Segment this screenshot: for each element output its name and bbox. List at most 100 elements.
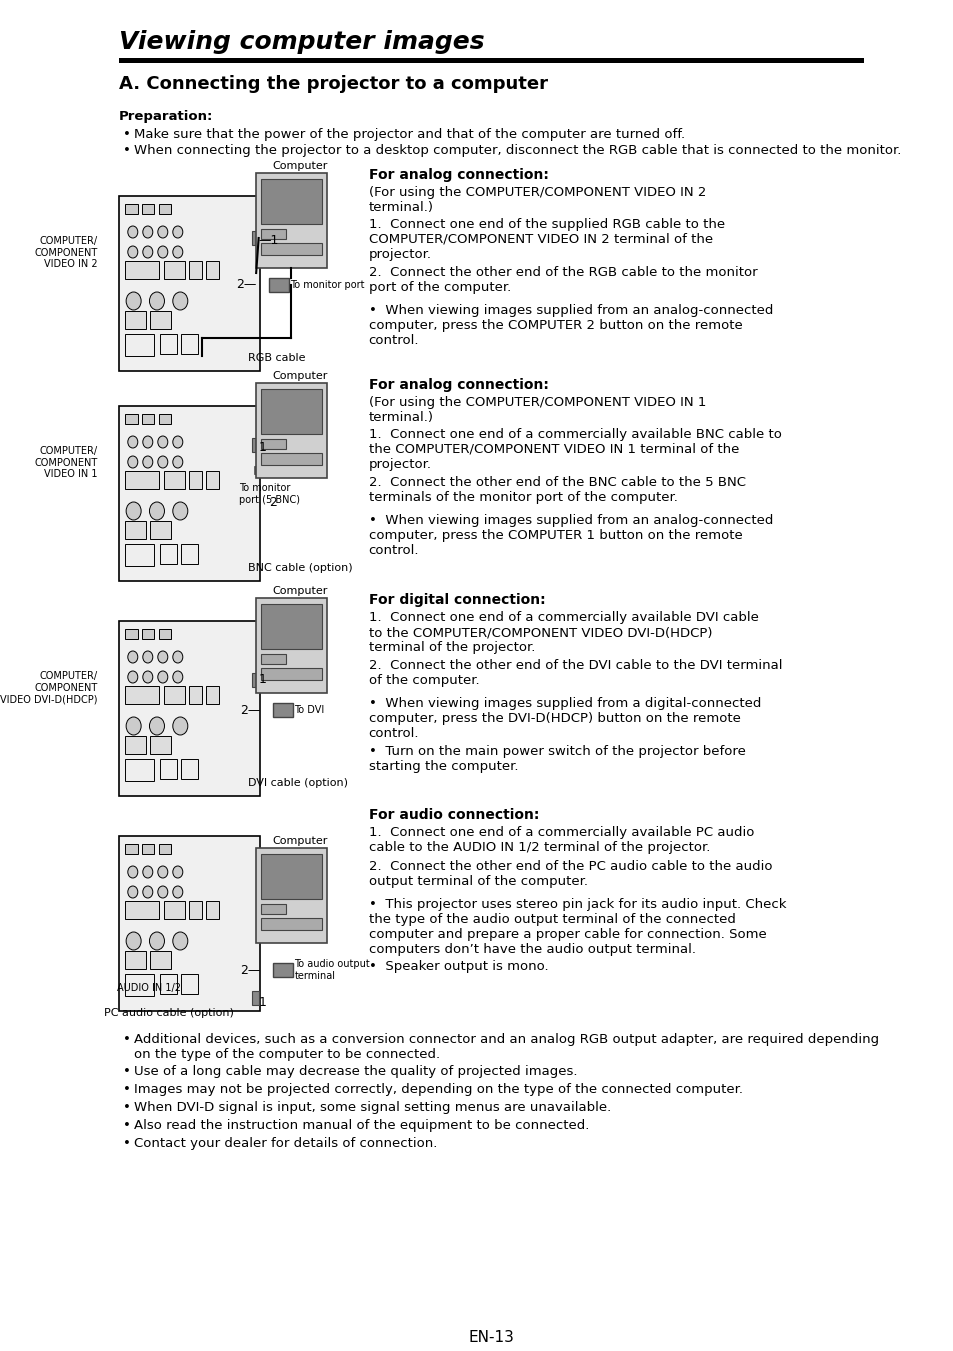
Bar — [125, 334, 154, 357]
Circle shape — [172, 226, 183, 238]
Bar — [142, 844, 154, 854]
Text: 2—: 2— — [240, 704, 260, 716]
Text: •  When viewing images supplied from an analog-connected
computer, press the COM: • When viewing images supplied from an a… — [368, 513, 772, 557]
Bar — [261, 243, 322, 255]
Text: PC audio cable (option): PC audio cable (option) — [104, 1008, 233, 1019]
Bar — [118, 196, 260, 372]
Text: To monitor
port (5 BNC): To monitor port (5 BNC) — [239, 484, 300, 505]
Text: BNC cable (option): BNC cable (option) — [248, 563, 352, 573]
Bar — [273, 703, 293, 717]
Circle shape — [150, 717, 164, 735]
Bar — [125, 544, 154, 566]
Bar — [164, 261, 185, 280]
Text: •: • — [123, 128, 131, 141]
Bar — [158, 413, 171, 424]
Bar — [160, 334, 177, 354]
Bar — [125, 951, 146, 969]
Text: 1: 1 — [258, 440, 266, 454]
Circle shape — [128, 436, 137, 449]
Text: 2.  Connect the other end of the DVI cable to the DVI terminal
of the computer.: 2. Connect the other end of the DVI cabl… — [368, 659, 781, 688]
Circle shape — [143, 436, 152, 449]
Bar — [261, 178, 322, 224]
Text: •: • — [123, 1065, 131, 1078]
Text: Viewing computer images: Viewing computer images — [118, 30, 484, 54]
Circle shape — [172, 866, 183, 878]
Bar — [261, 230, 286, 239]
Text: •: • — [123, 145, 131, 157]
Text: Computer: Computer — [273, 586, 328, 596]
Text: 1: 1 — [258, 996, 266, 1009]
Circle shape — [150, 503, 164, 520]
Circle shape — [126, 717, 141, 735]
Text: •: • — [123, 1119, 131, 1132]
Text: RGB cable: RGB cable — [248, 353, 305, 363]
Bar — [118, 407, 260, 581]
Text: 1: 1 — [258, 673, 266, 686]
Bar — [190, 471, 202, 489]
Bar — [164, 686, 185, 704]
Bar — [118, 58, 862, 63]
Bar — [261, 389, 322, 434]
Bar — [206, 686, 218, 704]
Circle shape — [128, 671, 137, 684]
Text: COMPUTER/
COMPONENT
VIDEO IN 1: COMPUTER/ COMPONENT VIDEO IN 1 — [34, 446, 98, 480]
Bar — [261, 604, 322, 648]
Circle shape — [172, 457, 183, 467]
Text: Preparation:: Preparation: — [118, 109, 213, 123]
Bar — [125, 901, 158, 919]
Circle shape — [128, 866, 137, 878]
Circle shape — [172, 717, 188, 735]
Text: 1.  Connect one end of the supplied RGB cable to the
COMPUTER/COMPONENT VIDEO IN: 1. Connect one end of the supplied RGB c… — [368, 218, 724, 261]
Circle shape — [157, 226, 168, 238]
Text: 1.  Connect one end of a commercially available DVI cable
to the COMPUTER/COMPON: 1. Connect one end of a commercially ava… — [368, 611, 758, 654]
Text: Use of a long cable may decrease the quality of projected images.: Use of a long cable may decrease the qua… — [133, 1065, 577, 1078]
Circle shape — [126, 292, 141, 309]
Bar — [261, 439, 286, 449]
Text: 2—: 2— — [240, 963, 260, 977]
Bar — [258, 466, 261, 474]
Text: •: • — [123, 1084, 131, 1096]
Bar — [256, 382, 327, 478]
Bar — [190, 901, 202, 919]
Circle shape — [150, 292, 164, 309]
Bar — [142, 204, 154, 213]
Bar — [125, 471, 158, 489]
Bar — [151, 521, 171, 539]
Bar — [160, 759, 177, 780]
Text: •: • — [123, 1138, 131, 1150]
Text: 1.  Connect one end of a commercially available PC audio
cable to the AUDIO IN 1: 1. Connect one end of a commercially ava… — [368, 825, 753, 854]
Bar — [151, 736, 171, 754]
Text: •: • — [123, 1034, 131, 1046]
Text: •  Speaker output is mono.: • Speaker output is mono. — [368, 961, 548, 973]
Bar — [256, 598, 327, 693]
Bar — [125, 686, 158, 704]
Text: For analog connection:: For analog connection: — [368, 378, 548, 392]
Text: EN-13: EN-13 — [468, 1329, 514, 1346]
Bar — [206, 901, 218, 919]
Bar — [158, 204, 171, 213]
Bar — [160, 544, 177, 563]
Bar — [255, 466, 257, 474]
Text: •  When viewing images supplied from a digital-connected
computer, press the DVI: • When viewing images supplied from a di… — [368, 697, 760, 740]
Circle shape — [172, 436, 183, 449]
Circle shape — [172, 246, 183, 258]
Text: (For using the COMPUTER/COMPONENT VIDEO IN 1
terminal.): (For using the COMPUTER/COMPONENT VIDEO … — [368, 396, 705, 424]
Bar — [118, 621, 260, 796]
Bar — [125, 736, 146, 754]
Bar — [252, 673, 258, 688]
Bar — [206, 261, 218, 280]
Bar — [125, 974, 154, 996]
Text: (For using the COMPUTER/COMPONENT VIDEO IN 2
terminal.): (For using the COMPUTER/COMPONENT VIDEO … — [368, 186, 705, 213]
Circle shape — [128, 886, 137, 898]
Circle shape — [157, 651, 168, 663]
Text: 2.  Connect the other end of the PC audio cable to the audio
output terminal of : 2. Connect the other end of the PC audio… — [368, 861, 771, 888]
Text: Computer: Computer — [273, 372, 328, 381]
Bar — [256, 173, 327, 267]
Bar — [125, 261, 158, 280]
Text: Also read the instruction manual of the equipment to be connected.: Also read the instruction manual of the … — [133, 1119, 588, 1132]
Text: Images may not be projected correctly, depending on the type of the connected co: Images may not be projected correctly, d… — [133, 1084, 741, 1096]
Text: 2.  Connect the other end of the RGB cable to the monitor
port of the computer.: 2. Connect the other end of the RGB cabl… — [368, 266, 757, 295]
Circle shape — [172, 292, 188, 309]
Bar — [142, 630, 154, 639]
Text: COMPUTER/
COMPONENT
VIDEO IN 2: COMPUTER/ COMPONENT VIDEO IN 2 — [34, 236, 98, 269]
